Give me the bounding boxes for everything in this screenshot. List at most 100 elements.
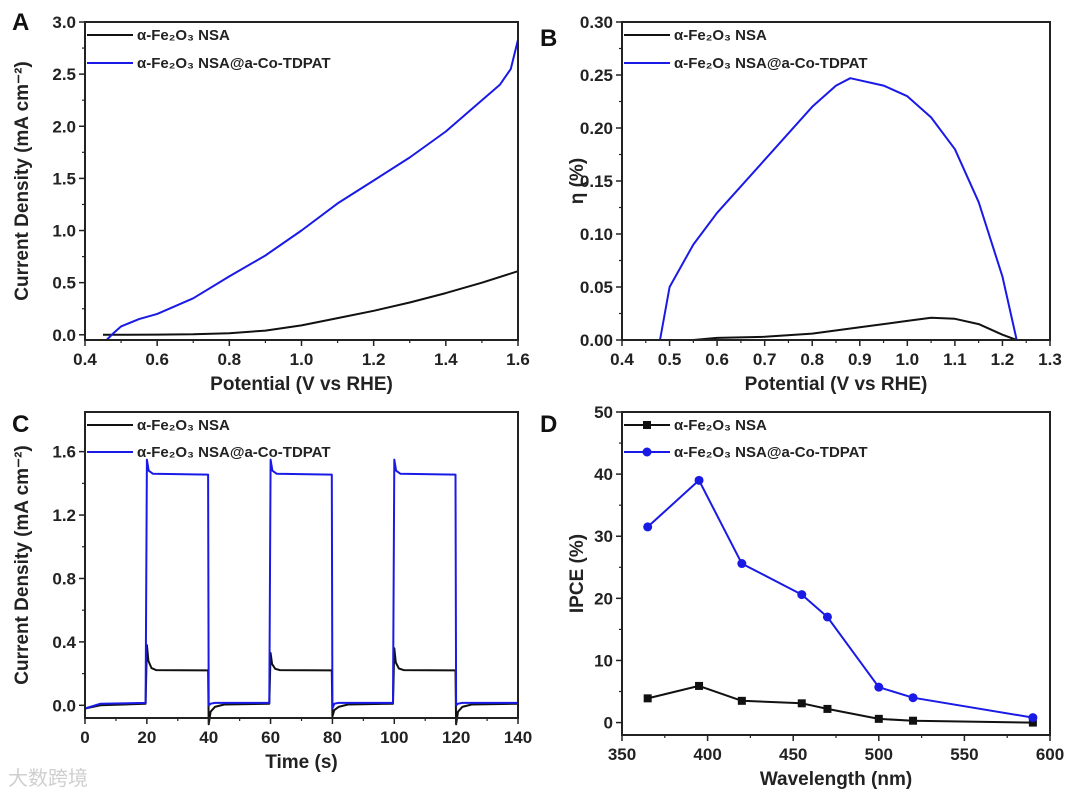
y-tick-label: 0.25 (580, 66, 613, 85)
series-line-0 (84, 644, 519, 726)
legend-label: α-Fe₂O₃ NSA (674, 27, 767, 44)
x-tick-label: 450 (779, 745, 807, 764)
x-tick-label: 1.6 (506, 350, 530, 369)
legend-marker (642, 447, 652, 457)
legend-label: α-Fe₂O₃ NSA (137, 417, 230, 434)
x-tick-label: 80 (323, 728, 342, 747)
y-tick-label: 0.10 (580, 225, 613, 244)
legend-label: α-Fe₂O₃ NSA@a-Co-TDPAT (674, 55, 868, 72)
x-tick-label: 0.6 (705, 350, 729, 369)
y-tick-label: 1.2 (52, 506, 76, 525)
legend-label: α-Fe₂O₃ NSA (137, 27, 230, 44)
y-tick-label: 0.5 (52, 274, 76, 293)
x-tick-label: 120 (442, 728, 470, 747)
y-tick-label: 50 (594, 403, 613, 422)
y-tick-label: 1.6 (52, 443, 76, 462)
x-tick-label: 0 (80, 728, 89, 747)
y-axis-label: Current Density (mA cm⁻²) (12, 445, 33, 684)
y-tick-label: 20 (594, 589, 613, 608)
data-point (737, 696, 746, 705)
y-tick-label: 40 (594, 465, 613, 484)
x-axis-label: Time (s) (265, 752, 338, 773)
y-tick-label: 0.15 (580, 172, 613, 191)
series-line-0 (647, 684, 1033, 724)
x-tick-label: 1.0 (896, 350, 920, 369)
x-tick-label: 600 (1036, 745, 1064, 764)
x-tick-label: 0.7 (753, 350, 777, 369)
x-tick-label: 0.8 (218, 350, 242, 369)
y-tick-label: 0.20 (580, 119, 613, 138)
y-tick-label: 1.0 (52, 222, 76, 241)
data-point (1028, 713, 1038, 723)
data-point (737, 559, 747, 569)
y-tick-label: 2.0 (52, 117, 76, 136)
x-tick-label: 140 (504, 728, 532, 747)
y-axis-label: Current Density (mA cm⁻²) (12, 61, 33, 300)
x-tick-label: 350 (608, 745, 636, 764)
legend-label: α-Fe₂O₃ NSA@a-Co-TDPAT (674, 444, 868, 461)
data-point (908, 693, 918, 703)
y-tick-label: 0.8 (52, 569, 76, 588)
y-tick-label: 0.4 (52, 633, 76, 652)
panel-label: B (540, 25, 557, 52)
x-tick-label: 0.9 (848, 350, 872, 369)
x-tick-label: 0.8 (800, 350, 824, 369)
y-tick-label: 2.5 (52, 65, 76, 84)
y-tick-label: 0.0 (52, 326, 76, 345)
series-line-1 (84, 458, 518, 710)
x-tick-label: 1.0 (290, 350, 314, 369)
data-point (909, 716, 918, 725)
x-tick-label: 40 (199, 728, 218, 747)
y-tick-label: 10 (594, 651, 613, 670)
data-point (874, 682, 884, 692)
x-tick-label: 60 (261, 728, 280, 747)
x-tick-label: 1.3 (1038, 350, 1062, 369)
x-axis-label: Potential (V vs RHE) (210, 374, 393, 395)
data-point (823, 704, 832, 713)
x-tick-label: 1.1 (943, 350, 967, 369)
series-line-1 (105, 39, 519, 341)
data-point (874, 714, 883, 723)
x-tick-label: 20 (137, 728, 156, 747)
x-tick-label: 550 (950, 745, 978, 764)
series-line-0 (693, 316, 1018, 341)
x-tick-label: 1.2 (362, 350, 386, 369)
data-point (694, 475, 704, 485)
x-tick-label: 0.5 (658, 350, 682, 369)
y-tick-label: 0.05 (580, 278, 613, 297)
legend-label: α-Fe₂O₃ NSA (674, 417, 767, 434)
series-line-1 (659, 77, 1018, 341)
x-tick-label: 400 (693, 745, 721, 764)
legend-marker (643, 421, 651, 429)
data-point (643, 694, 652, 703)
data-point (797, 699, 806, 708)
data-point (797, 590, 807, 600)
y-tick-label: 0.30 (580, 13, 613, 32)
x-tick-label: 100 (380, 728, 408, 747)
data-point (1028, 718, 1037, 727)
y-tick-label: 0.00 (580, 331, 613, 350)
series-line-0 (102, 270, 519, 336)
y-axis-label: IPCE (%) (567, 534, 588, 613)
y-tick-label: 1.5 (52, 169, 76, 188)
x-tick-label: 0.4 (73, 350, 97, 369)
x-tick-label: 1.4 (434, 350, 458, 369)
x-axis-label: Potential (V vs RHE) (745, 374, 928, 395)
panel-label: C (12, 411, 29, 438)
x-tick-label: 0.4 (610, 350, 634, 369)
legend-label: α-Fe₂O₃ NSA@a-Co-TDPAT (137, 444, 331, 461)
x-tick-label: 1.2 (991, 350, 1015, 369)
data-point (643, 522, 653, 532)
y-axis-label: η (%) (567, 158, 588, 204)
y-tick-label: 0.0 (52, 696, 76, 715)
y-tick-label: 30 (594, 527, 613, 546)
y-tick-label: 3.0 (52, 13, 76, 32)
x-tick-label: 500 (865, 745, 893, 764)
x-tick-label: 0.6 (145, 350, 169, 369)
panel-label: A (12, 9, 29, 36)
